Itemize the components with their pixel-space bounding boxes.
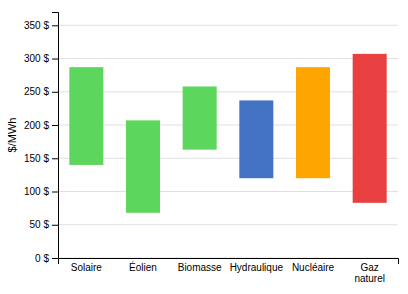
grid-line [58,158,398,159]
y-tick: 50 $ [30,219,58,230]
y-tick-mark [52,59,58,60]
y-tick-mark [52,125,58,126]
y-axis: 0 $ 50 $ 100 $ 150 $ 200 $ 250 $ 300 $ 350 $ [24,13,59,264]
grid-line [58,191,398,192]
y-tick: 200 $ [24,120,58,131]
x-tick: Biomasse [178,262,222,273]
x-tick-label-line: naturel [354,273,385,284]
x-tick: Gaznaturel [354,262,385,284]
y-tick-mark [52,225,58,226]
x-tick-label: Solaire [71,262,103,273]
y-tick-mark [52,92,58,93]
x-axis: Solaire Éolien Biomasse Hydraulique Nucléair… [59,259,399,285]
bar [296,67,330,178]
x-tick-label-line: Solaire [71,262,103,273]
grid-line [58,224,398,225]
y-tick-label: 350 $ [24,20,49,31]
x-tick-label: Gaznaturel [354,262,385,284]
plot: 0 $ 50 $ 100 $ 150 $ 200 $ 250 $ 300 $ 350 $ Sol… [24,13,399,285]
y-tick-mark [52,258,58,259]
grid-line [58,91,398,92]
bar [69,67,103,165]
bar [353,54,387,203]
bars [69,54,386,213]
x-tick-label-line: Biomasse [178,262,222,273]
x-tick-label-line: Éolien [129,261,157,273]
y-tick: 150 $ [24,153,58,164]
y-axis-line [52,13,59,259]
y-tick-label: 300 $ [24,53,49,64]
x-tick-label: Hydraulique [230,262,284,273]
x-tick-label: Biomasse [178,262,222,273]
x-tick: Solaire [71,262,103,273]
grid-line [58,58,398,59]
grid [58,25,398,258]
y-axis-title: $/MWh [6,118,18,153]
y-tick-label: 200 $ [24,120,49,131]
bar [183,86,217,149]
y-tick-label: 100 $ [24,186,49,197]
y-tick-label: 150 $ [24,153,49,164]
x-tick-label-line: Gaz [360,262,378,273]
y-tick: 300 $ [24,53,58,64]
x-tick: Nucléaire [292,262,335,273]
y-tick: 0 $ [35,253,58,264]
bar [239,100,273,178]
y-tick: 100 $ [24,186,58,197]
bar [126,120,160,212]
y-tick-label: 50 $ [30,219,50,230]
x-tick-label: Nucléaire [292,262,335,273]
x-tick-label-line: Nucléaire [292,262,335,273]
y-tick-mark [52,25,58,26]
x-tick-label-line: Hydraulique [230,262,284,273]
x-tick: Éolien [129,261,157,273]
grid-line [58,125,398,126]
y-tick-label: 0 $ [35,253,49,264]
y-tick-mark [52,158,58,159]
grid-line [58,25,398,26]
x-tick-label: Éolien [129,261,157,273]
y-tick-mark [52,192,58,193]
y-tick: 250 $ [24,86,58,97]
y-tick: 350 $ [24,20,58,31]
x-axis-line [59,259,399,265]
y-tick-label: 250 $ [24,86,49,97]
chart: 0 $ 50 $ 100 $ 150 $ 200 $ 250 $ 300 $ 350 $ Sol… [0,0,408,294]
x-tick: Hydraulique [230,262,284,273]
